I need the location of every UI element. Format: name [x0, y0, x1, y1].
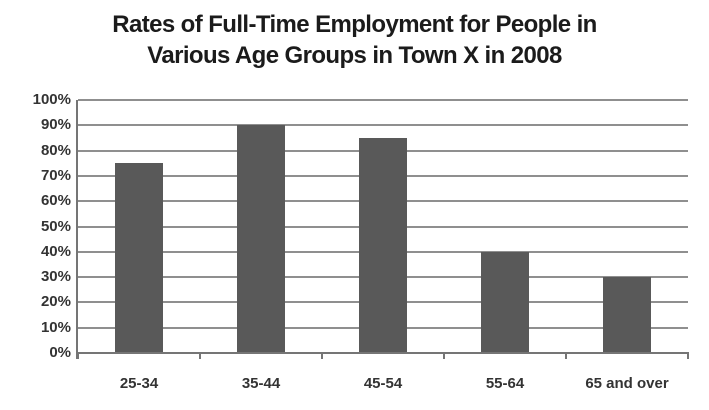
y-tick-label-70%: 70% — [40, 166, 71, 184]
x-axis-tick — [77, 354, 79, 359]
x-axis-tick — [443, 354, 445, 359]
chart-title-line-2: Various Age Groups in Town X in 2008 — [147, 42, 562, 69]
x-axis-tick — [199, 354, 201, 359]
y-tick-label-30%: 30% — [40, 268, 71, 286]
y-tick-label-80%: 80% — [40, 141, 71, 159]
chart-title-line-1: Rates of Full-Time Employment for People… — [112, 11, 597, 38]
gridline-100 — [78, 99, 688, 101]
y-tick-label-40%: 40% — [40, 242, 71, 260]
y-tick-label-10%: 10% — [40, 318, 71, 336]
bar-55-64 — [481, 251, 529, 353]
bar-25-34 — [115, 163, 163, 353]
x-category-label-25-34: 25-34 — [119, 375, 159, 392]
x-category-label-35-44: 35-44 — [241, 375, 281, 392]
gridline-90 — [78, 124, 688, 127]
y-tick-label-100%: 100% — [32, 91, 71, 108]
y-tick-label-20%: 20% — [40, 293, 71, 311]
x-axis-line — [76, 352, 689, 354]
chart-title: Rates of Full-Time Employment for People… — [0, 9, 709, 71]
bar-35-44 — [237, 125, 285, 353]
x-axis-tick — [321, 354, 323, 359]
x-category-label-45-54: 45-54 — [363, 375, 403, 392]
bar-45-54 — [359, 137, 407, 353]
x-axis-tick — [565, 354, 567, 359]
x-category-label-65 and over: 65 and over — [585, 375, 669, 392]
x-axis-tick — [687, 354, 689, 359]
y-tick-label-60%: 60% — [40, 192, 71, 210]
plot-area — [76, 99, 689, 359]
y-tick-label-0%: 0% — [49, 344, 71, 361]
x-category-label-55-64: 55-64 — [485, 375, 525, 392]
y-tick-label-90%: 90% — [40, 116, 71, 134]
bar-65 and over — [603, 277, 651, 353]
y-axis-line — [76, 100, 78, 359]
y-tick-label-50%: 50% — [40, 217, 71, 235]
